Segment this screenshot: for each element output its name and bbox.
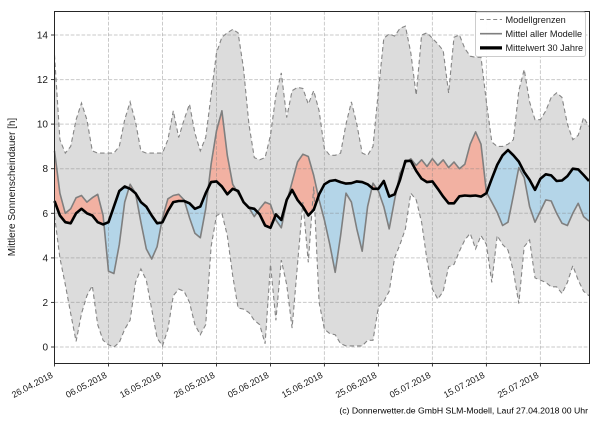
svg-text:14: 14 <box>37 31 49 42</box>
svg-text:10: 10 <box>37 120 49 131</box>
svg-text:Mittlere Sonnenscheindauer [h]: Mittlere Sonnenscheindauer [h] <box>7 118 18 257</box>
svg-text:8: 8 <box>42 164 48 175</box>
svg-text:0: 0 <box>42 343 48 354</box>
svg-text:6: 6 <box>42 209 48 220</box>
svg-text:4: 4 <box>42 253 48 264</box>
svg-text:(c) Donnerwetter.de GmbH SLM-M: (c) Donnerwetter.de GmbH SLM-Modell, Lau… <box>339 406 588 416</box>
svg-text:Mittelwert 30 Jahre: Mittelwert 30 Jahre <box>506 43 584 53</box>
svg-text:Mittel aller Modelle: Mittel aller Modelle <box>506 29 583 39</box>
svg-text:2: 2 <box>42 298 48 309</box>
svg-text:12: 12 <box>37 75 49 86</box>
svg-text:Modellgrenzen: Modellgrenzen <box>506 15 566 25</box>
